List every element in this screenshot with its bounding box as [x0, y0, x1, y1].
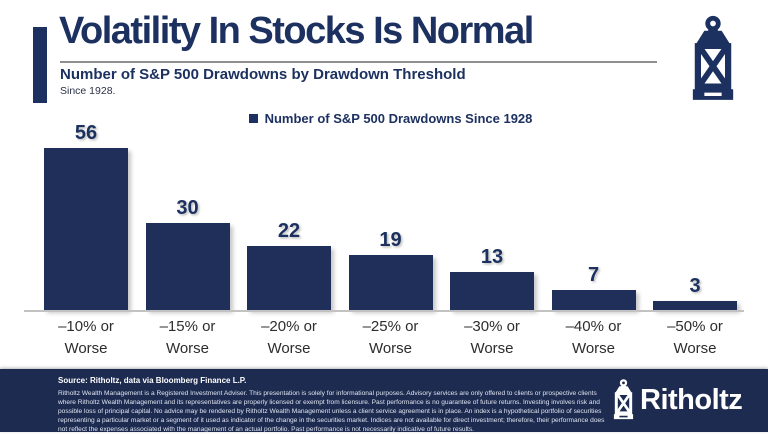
category-label: –30% or Worse — [464, 318, 520, 357]
source-text: Source: Ritholtz, data via Bloomberg Fin… — [58, 376, 247, 385]
bar-column: 19 — [348, 229, 433, 310]
bar — [247, 246, 331, 310]
title-accent-bar — [33, 27, 47, 103]
lantern-icon — [692, 15, 734, 100]
title-underline — [60, 61, 657, 63]
chart-title: Number of S&P 500 Drawdowns by Drawdown … — [60, 66, 466, 83]
bar-column: 22 — [247, 220, 331, 310]
bar-value-label: 22 — [277, 220, 301, 242]
bar — [44, 148, 128, 310]
footer-brand: Ritholtz — [612, 379, 743, 421]
bar-column: 56 — [44, 122, 128, 310]
bar-column: 7 — [551, 264, 636, 310]
bar-chart: 56 30 22 19 13 7 3 — [44, 116, 737, 310]
bar-value-label: 3 — [689, 275, 701, 297]
bar — [145, 223, 230, 310]
bar-value-label: 30 — [176, 197, 199, 219]
lantern-icon — [613, 379, 634, 420]
category-label: –10% or Worse — [58, 318, 114, 357]
category-label: –25% or Worse — [362, 318, 419, 357]
legend-swatch-icon — [248, 114, 258, 123]
category-label: –20% or Worse — [261, 318, 317, 357]
footer: Source: Ritholtz, data via Bloomberg Fin… — [0, 369, 768, 433]
bar-value-label: 19 — [379, 229, 402, 251]
bar — [348, 255, 433, 310]
chart-subtitle: Since 1928. — [60, 85, 116, 97]
bar-column: 13 — [450, 246, 534, 310]
bar — [653, 301, 737, 310]
bar-column: 30 — [145, 197, 230, 310]
legend-label: Number of S&P 500 Drawdowns Since 1928 — [264, 111, 533, 126]
x-axis-line — [24, 310, 744, 312]
bar-column: 3 — [653, 275, 737, 310]
category-label: –15% or Worse — [159, 318, 216, 357]
x-axis-labels: –10% or Worse –15% or Worse –20% or Worse –… — [44, 316, 737, 360]
category-label: –50% or Worse — [667, 318, 723, 357]
bar-value-label: 56 — [74, 122, 98, 144]
disclaimer-text: Ritholtz Wealth Management is a Register… — [58, 390, 605, 433]
bar-value-label: 7 — [587, 264, 600, 286]
legend: Number of S&P 500 Drawdowns Since 1928 — [44, 111, 737, 126]
bar — [551, 290, 636, 310]
bar-value-label: 13 — [480, 246, 504, 268]
brand-name: Ritholtz — [640, 383, 743, 416]
page-title: Volatility In Stocks Is Normal — [59, 10, 534, 52]
bar — [450, 272, 534, 310]
category-label: –40% or Worse — [565, 318, 622, 357]
